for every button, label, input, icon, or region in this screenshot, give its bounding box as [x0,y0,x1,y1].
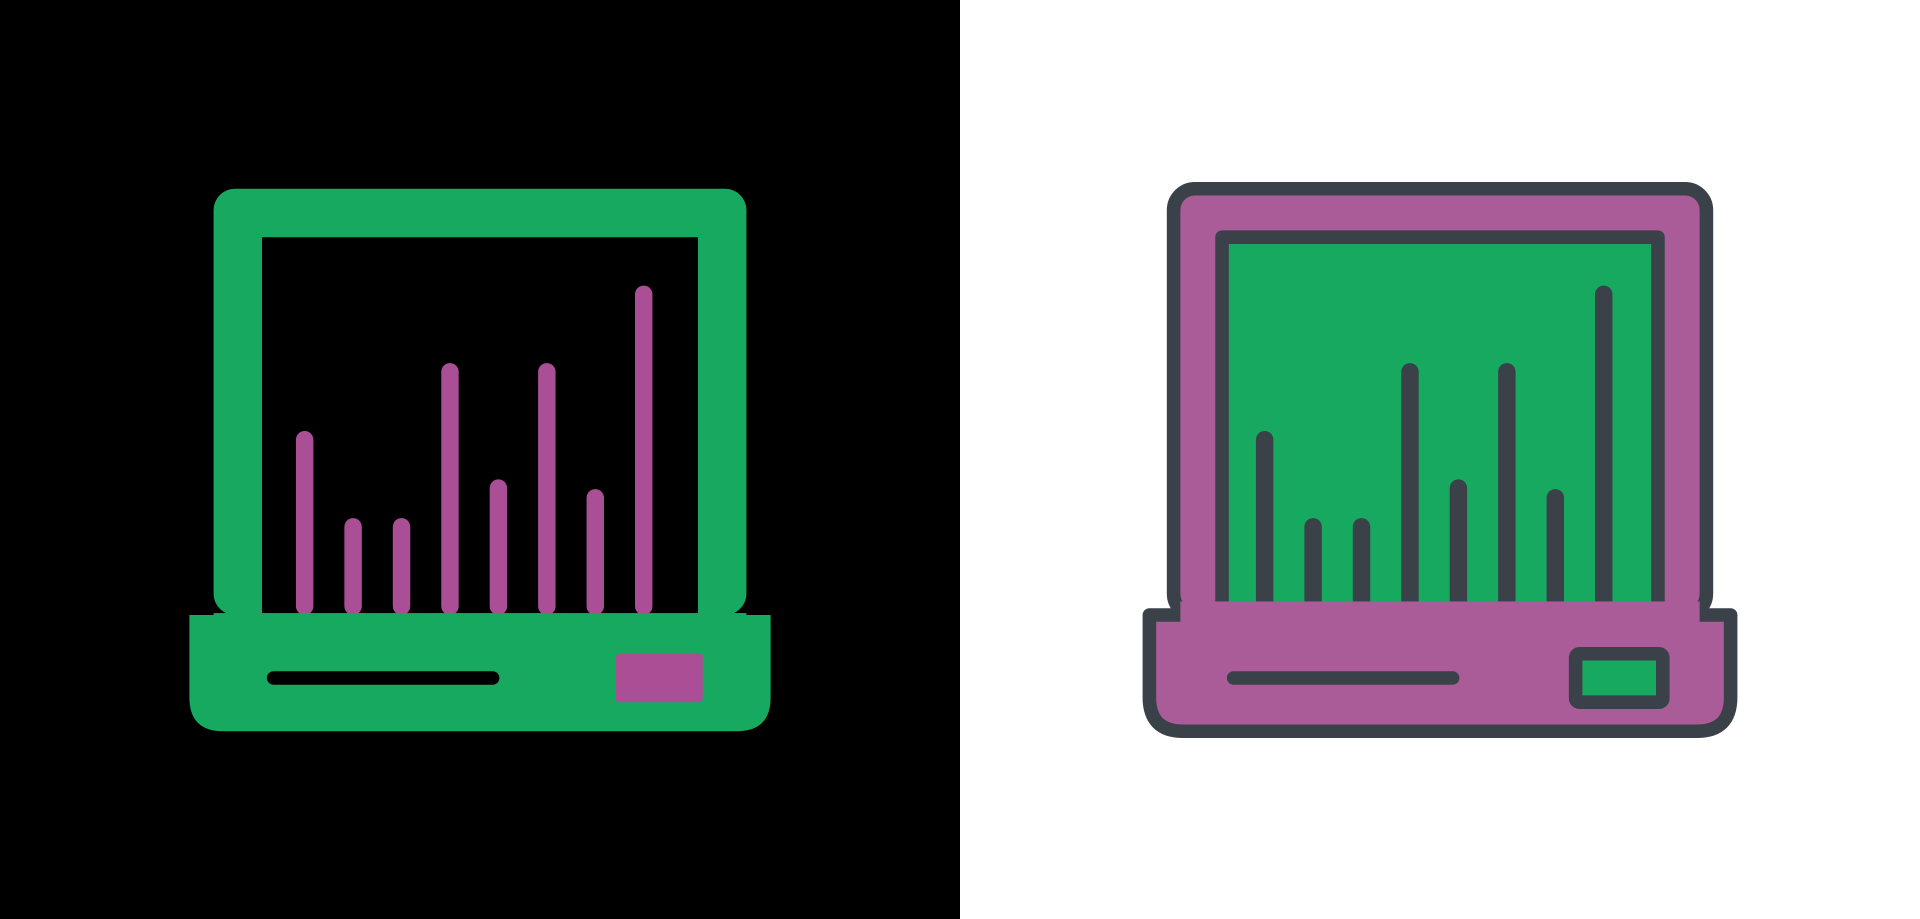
laptop-analytics-icon-left [170,150,790,770]
chart-bar [393,518,410,615]
chart-bar [1547,489,1564,615]
chart-bar [441,363,458,615]
chart-bar [344,518,361,615]
panel-dark [0,0,960,919]
chart-bar [1595,285,1612,614]
panel-light [960,0,1920,919]
chart-bar [1256,430,1273,614]
laptop-screen [1222,237,1658,615]
seam-cover [1180,601,1699,628]
laptop-slot [1227,671,1460,685]
laptop-screen [262,237,698,615]
seam-cover [214,613,747,619]
chart-bar [635,285,652,614]
chart-bar [490,479,507,615]
chart-bar [1353,518,1370,615]
chart-bar [587,489,604,615]
icon-comparison-canvas [0,0,1920,919]
laptop-slot [267,671,500,685]
chart-bar [1401,363,1418,615]
laptop-analytics-icon-right [1130,150,1750,770]
laptop-button [1576,653,1663,701]
chart-bar [538,363,555,615]
laptop-button [616,653,703,701]
chart-bar [1304,518,1321,615]
chart-bar [1450,479,1467,615]
chart-bar [296,430,313,614]
chart-bar [1498,363,1515,615]
